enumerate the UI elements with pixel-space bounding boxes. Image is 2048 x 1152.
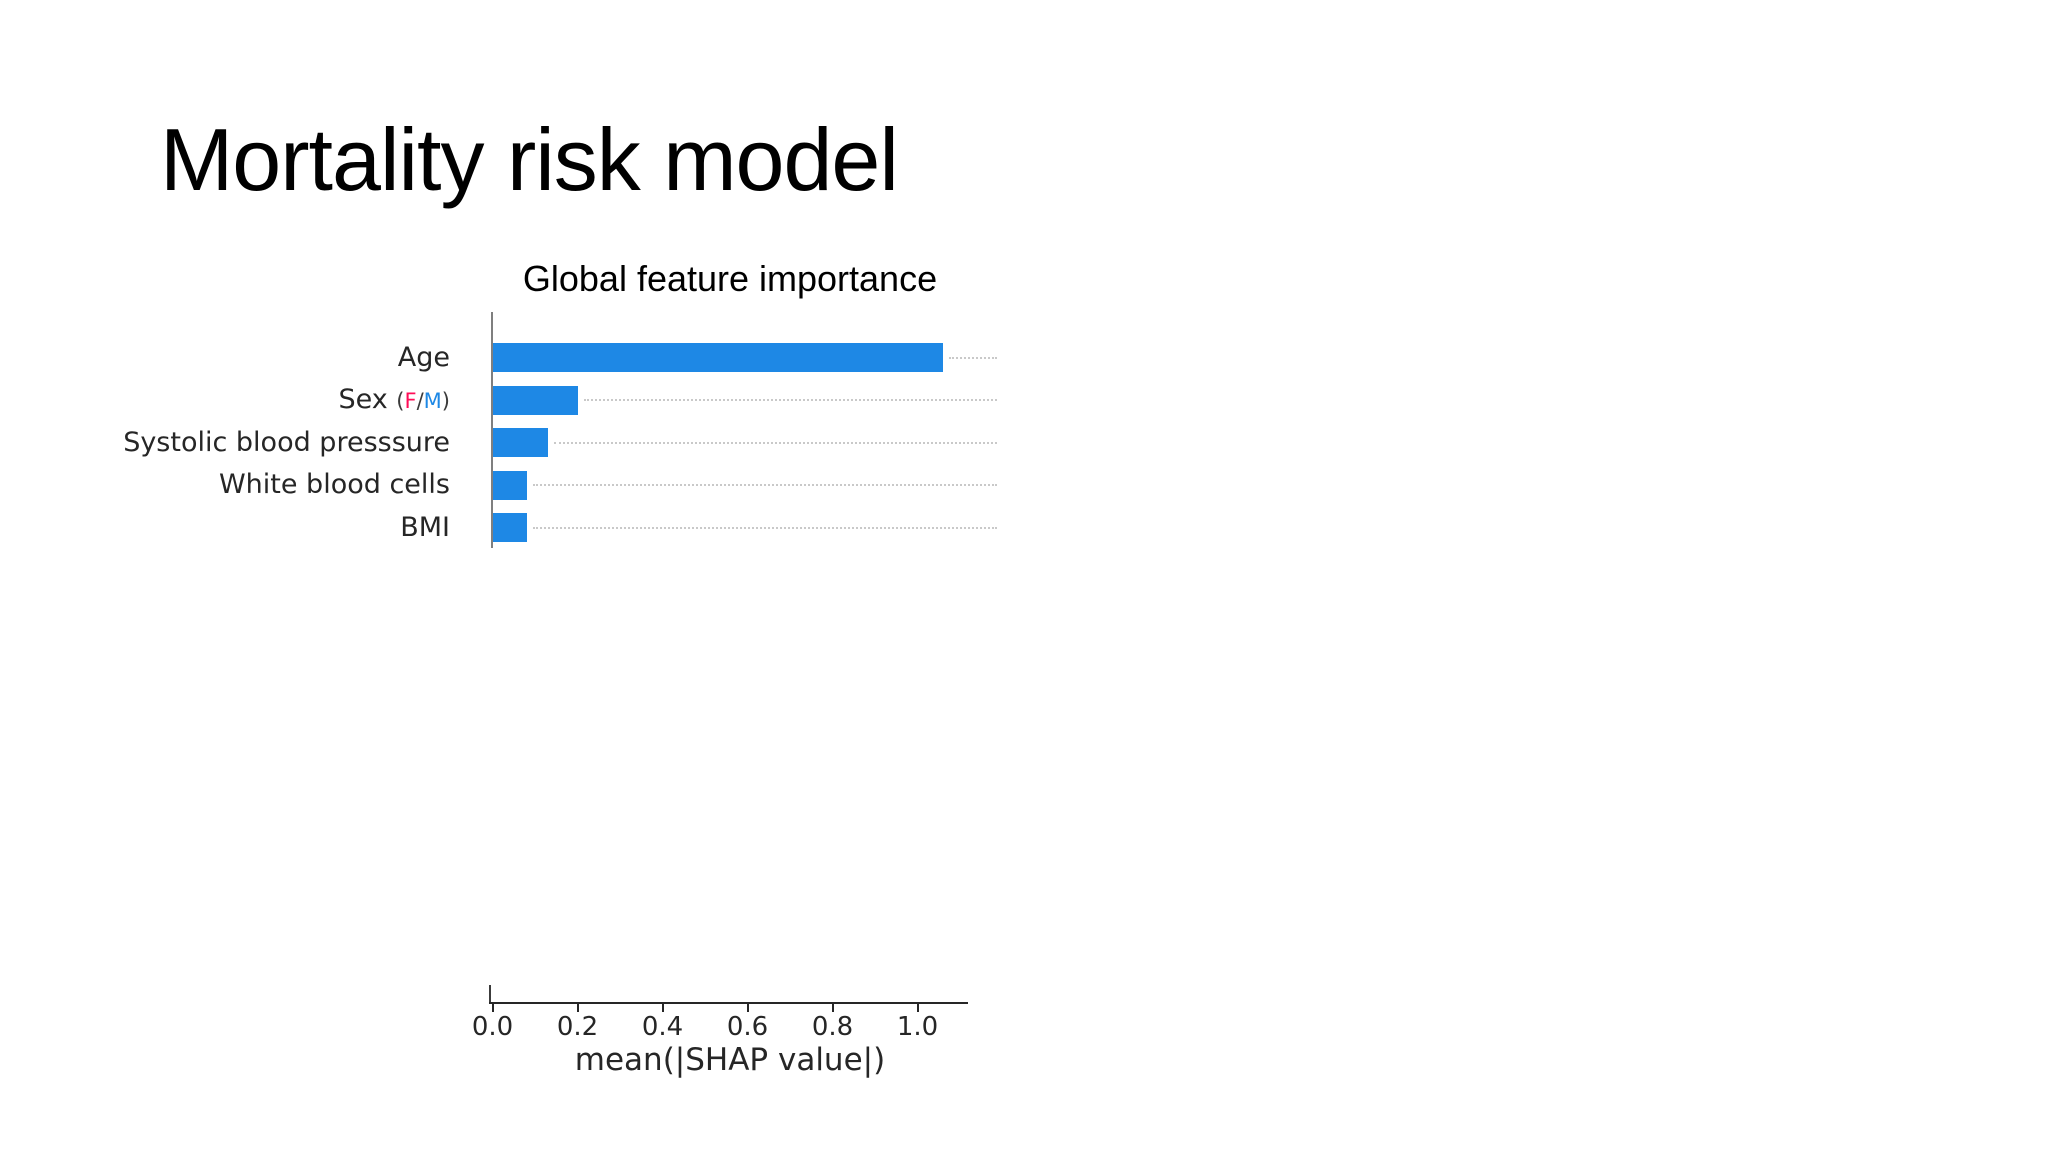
bar-white-blood-cells xyxy=(492,470,527,500)
x-tick-0.2 xyxy=(576,1002,579,1012)
gridline-bmi xyxy=(532,526,997,529)
gridline-systolic-blood-presssure xyxy=(553,441,997,444)
y-axis-spine xyxy=(491,312,493,548)
label-part: ( xyxy=(396,389,405,413)
label-part: ) xyxy=(441,389,450,413)
x-tick-0.6 xyxy=(746,1002,749,1012)
y-axis-label-age: Age xyxy=(397,341,450,373)
bar-systolic-blood-presssure xyxy=(492,428,548,457)
x-axis-line xyxy=(489,1002,968,1004)
x-tick-0.4 xyxy=(661,1002,664,1012)
y-axis-label-sex-f-m: Sex (F/M) xyxy=(338,384,450,415)
gridline-sex-f-m xyxy=(583,399,997,401)
label-part: M xyxy=(423,389,442,413)
bar-age xyxy=(492,343,943,372)
x-tick-0.8 xyxy=(831,1002,834,1012)
bar-sex-f-m xyxy=(492,385,578,415)
gridline-age xyxy=(949,356,997,359)
chart-title: Global feature importance xyxy=(522,258,938,299)
x-tick-label-0.4: 0.4 xyxy=(641,1012,684,1042)
x-tick-label-0.6: 0.6 xyxy=(726,1012,769,1042)
y-axis-label-bmi: BMI xyxy=(400,511,450,543)
bar-bmi xyxy=(492,513,527,542)
x-tick-1.0 xyxy=(916,1002,919,1012)
gridline-white-blood-cells xyxy=(532,484,997,486)
x-axis-label: mean(|SHAP value|) xyxy=(574,1042,886,1078)
x-tick-label-1.0: 1.0 xyxy=(896,1012,939,1042)
label-part: F xyxy=(404,389,417,413)
x-tick-label-0.8: 0.8 xyxy=(811,1012,854,1042)
label-part: / xyxy=(416,389,424,413)
slide-title: Mortality risk model xyxy=(160,110,899,209)
y-axis-label-suffix: (F/M) xyxy=(396,389,450,413)
x-tick-0.0 xyxy=(491,1002,494,1012)
x-tick-label-0.2: 0.2 xyxy=(556,1012,599,1042)
y-axis-label-systolic-blood-presssure: Systolic blood presssure xyxy=(123,426,450,458)
x-axis-left-stub xyxy=(489,985,491,1002)
x-tick-label-0.0: 0.0 xyxy=(471,1012,514,1042)
y-axis-label-white-blood-cells: White blood cells xyxy=(218,469,450,500)
